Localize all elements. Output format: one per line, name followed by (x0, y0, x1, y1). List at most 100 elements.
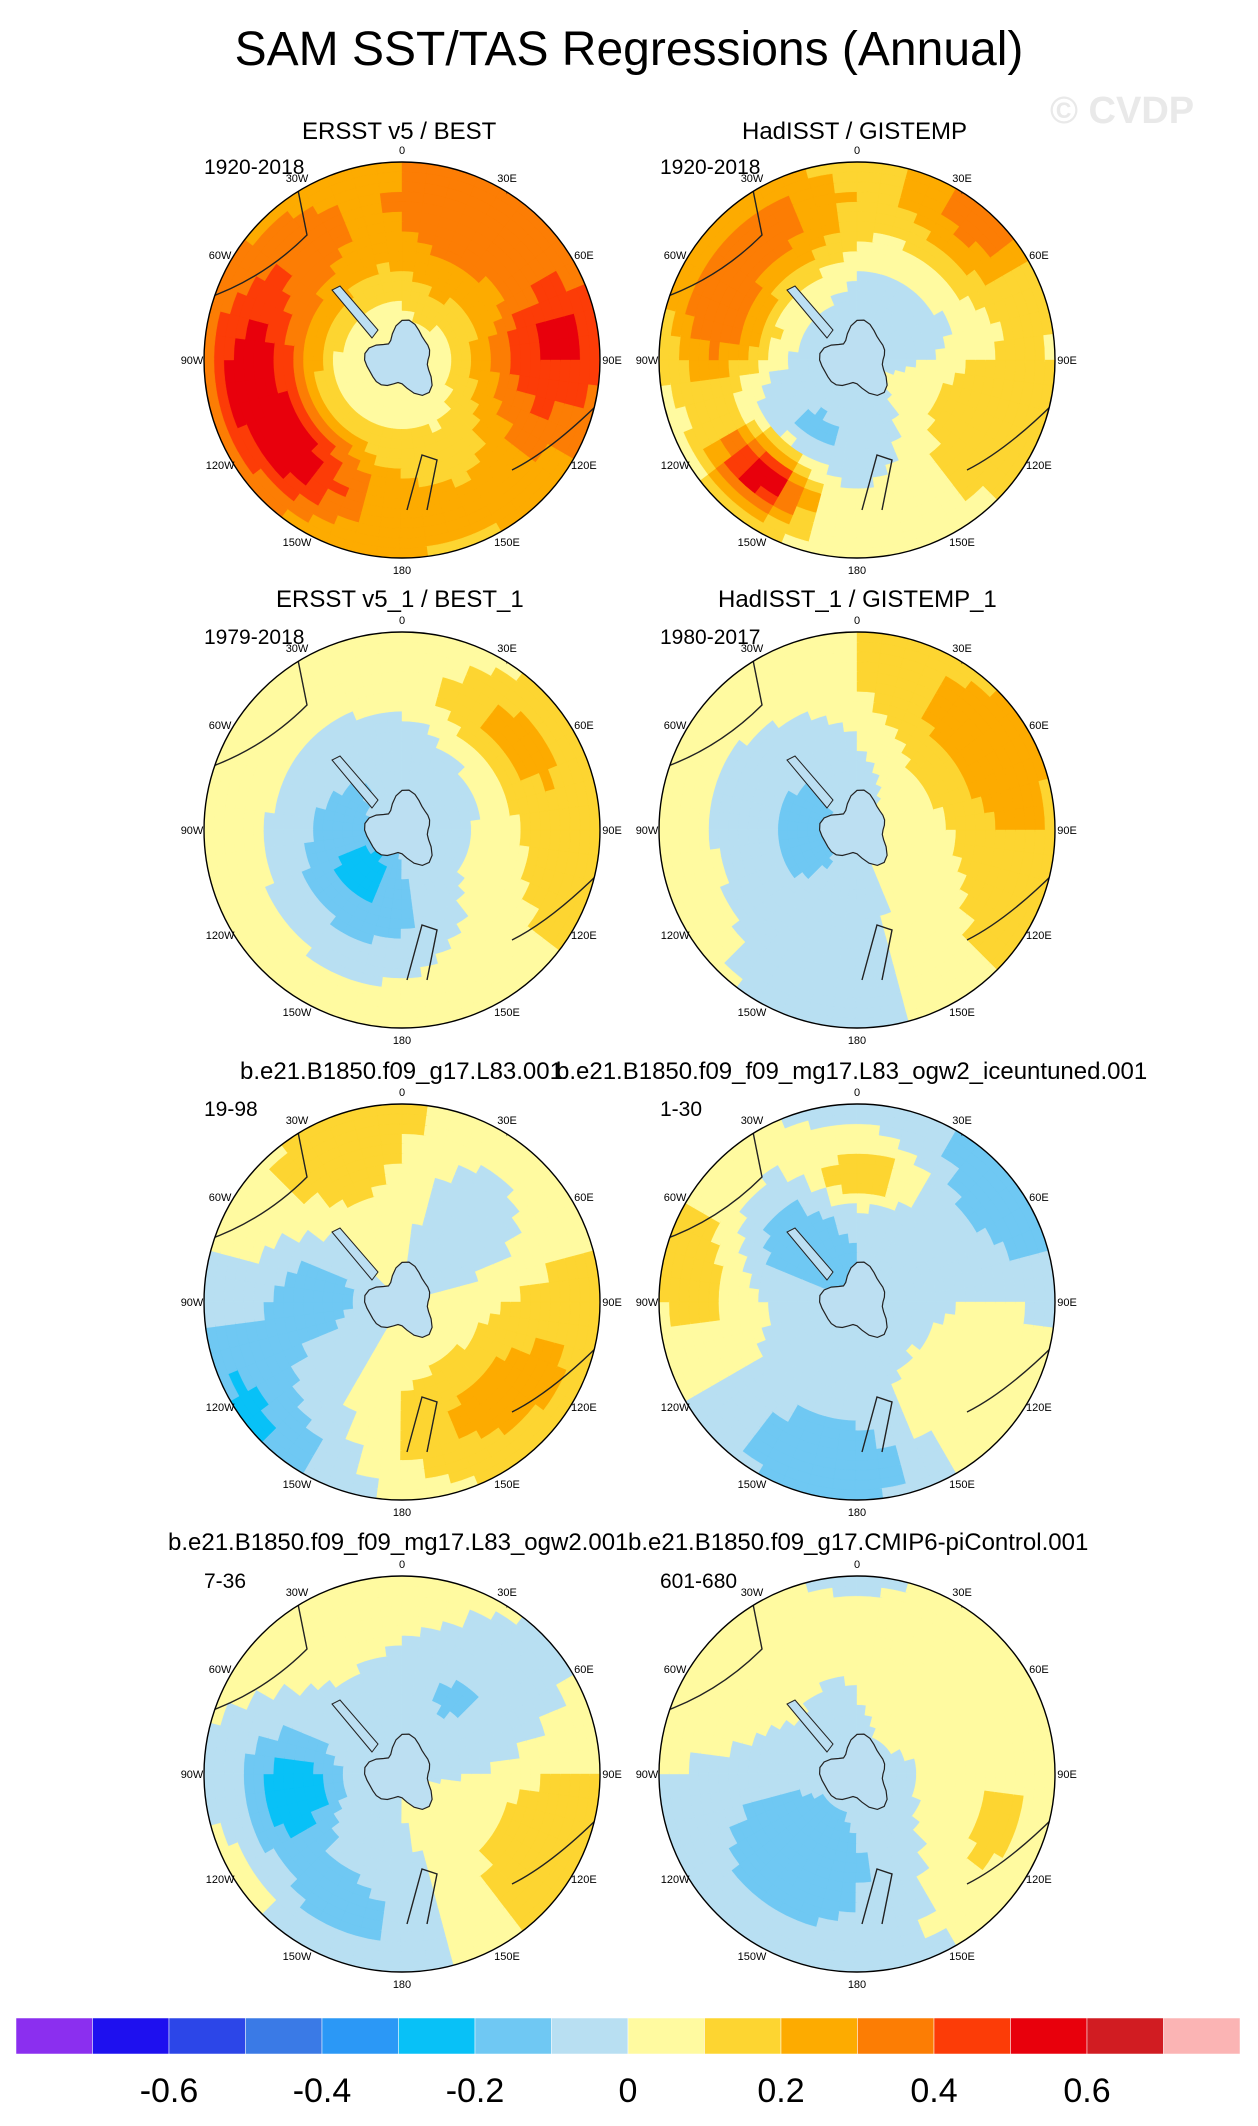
longitude-label: 60E (574, 250, 594, 262)
africa-coast (951, 162, 976, 195)
panel-period: 7-36 (204, 1570, 247, 1593)
field-cell (395, 1251, 403, 1263)
field-cell (935, 818, 947, 832)
field-cell (441, 353, 453, 361)
field-cell (470, 1291, 483, 1304)
south-america-coast (204, 162, 308, 301)
field-cell (837, 680, 859, 693)
field-cell (856, 878, 866, 891)
field-cell (400, 1390, 416, 1402)
panel-period: 1920-2018 (660, 156, 761, 179)
field-cell (856, 408, 866, 421)
field-cell (401, 869, 409, 881)
field-cell (401, 1360, 412, 1373)
field-cell (855, 438, 869, 450)
field-cell (302, 828, 314, 844)
field-cell (387, 1192, 404, 1205)
field-cell (480, 348, 492, 362)
longitude-label: 60W (209, 250, 232, 262)
longitude-label: 60W (664, 250, 687, 262)
field-cell (272, 811, 285, 831)
field-cell (925, 819, 938, 832)
field-cell (351, 359, 363, 367)
field-cell (839, 230, 859, 243)
longitude-label: 30E (952, 643, 972, 655)
longitude-label: 150E (494, 537, 520, 549)
field-cell (282, 358, 295, 376)
longitude-label: 180 (393, 565, 411, 577)
longitude-label: 90E (602, 355, 622, 367)
field-cell (400, 1419, 420, 1432)
field-cell (400, 477, 420, 490)
longitude-label: 150W (283, 1007, 312, 1019)
field-cell (262, 358, 275, 379)
field-cell (292, 358, 305, 375)
longitude-label: 180 (848, 565, 866, 577)
field-cell (855, 908, 869, 920)
field-cell (392, 289, 403, 302)
africa-coast (496, 162, 521, 195)
field-cell (401, 1350, 411, 1363)
field-cell (727, 358, 740, 378)
field-cell (384, 1172, 404, 1185)
field-cell (499, 815, 512, 832)
africa-coast (496, 632, 521, 665)
field-cell (925, 349, 938, 362)
field-cell (717, 828, 730, 849)
longitude-label: 90E (1057, 825, 1077, 837)
field-cell (460, 1292, 473, 1303)
field-cell (331, 1301, 344, 1312)
field-cell (806, 829, 818, 837)
field-cell (945, 816, 957, 832)
field-cell (321, 1300, 334, 1313)
field-cell (460, 820, 473, 831)
longitude-label: 180 (393, 1035, 411, 1047)
field-cell (400, 908, 414, 920)
field-cell (252, 1300, 265, 1322)
panel-title: ERSST v5_1 / BEST_1 (276, 586, 524, 613)
field-cell (401, 1341, 409, 1353)
field-cell (842, 250, 859, 263)
field-cell (450, 821, 463, 831)
field-cell (460, 350, 473, 361)
longitude-label: 30E (497, 173, 517, 185)
field-cell (383, 690, 404, 703)
longitude-label: 30W (286, 643, 309, 655)
longitude-label: 90W (181, 355, 204, 367)
antarctica-landmass (363, 1261, 433, 1339)
field-cell (954, 345, 967, 362)
field-cell (935, 348, 947, 362)
antarctica-landmass (363, 319, 433, 397)
field-cell (838, 690, 859, 703)
field-cell (843, 730, 859, 742)
field-cell (393, 769, 403, 782)
field-cell (401, 700, 421, 713)
antarctic-peninsula (331, 1227, 379, 1281)
field-cell (450, 351, 463, 361)
field-cell (400, 918, 416, 930)
field-cell (302, 358, 314, 374)
field-cell (519, 359, 532, 379)
field-cell (470, 349, 483, 362)
field-cell (321, 828, 334, 841)
field-cell (400, 1380, 414, 1392)
panel-period: 1980-2017 (660, 626, 761, 649)
field-cell (509, 814, 522, 832)
longitude-label: 120E (1026, 930, 1052, 942)
field-cell (539, 1282, 552, 1304)
longitude-label: 30W (741, 173, 764, 185)
longitude-label: 120W (661, 930, 690, 942)
field-cell (855, 918, 871, 930)
field-cell (390, 740, 404, 752)
longitude-label: 60W (664, 720, 687, 732)
field-cell (737, 828, 750, 846)
field-cell (386, 240, 404, 253)
field-cell (747, 358, 760, 375)
field-cell (905, 351, 918, 361)
longitude-label: 0 (854, 615, 860, 627)
field-cell (737, 358, 750, 376)
field-cell (480, 818, 492, 832)
field-cell (847, 759, 858, 772)
longitude-label: 120E (1026, 460, 1052, 472)
